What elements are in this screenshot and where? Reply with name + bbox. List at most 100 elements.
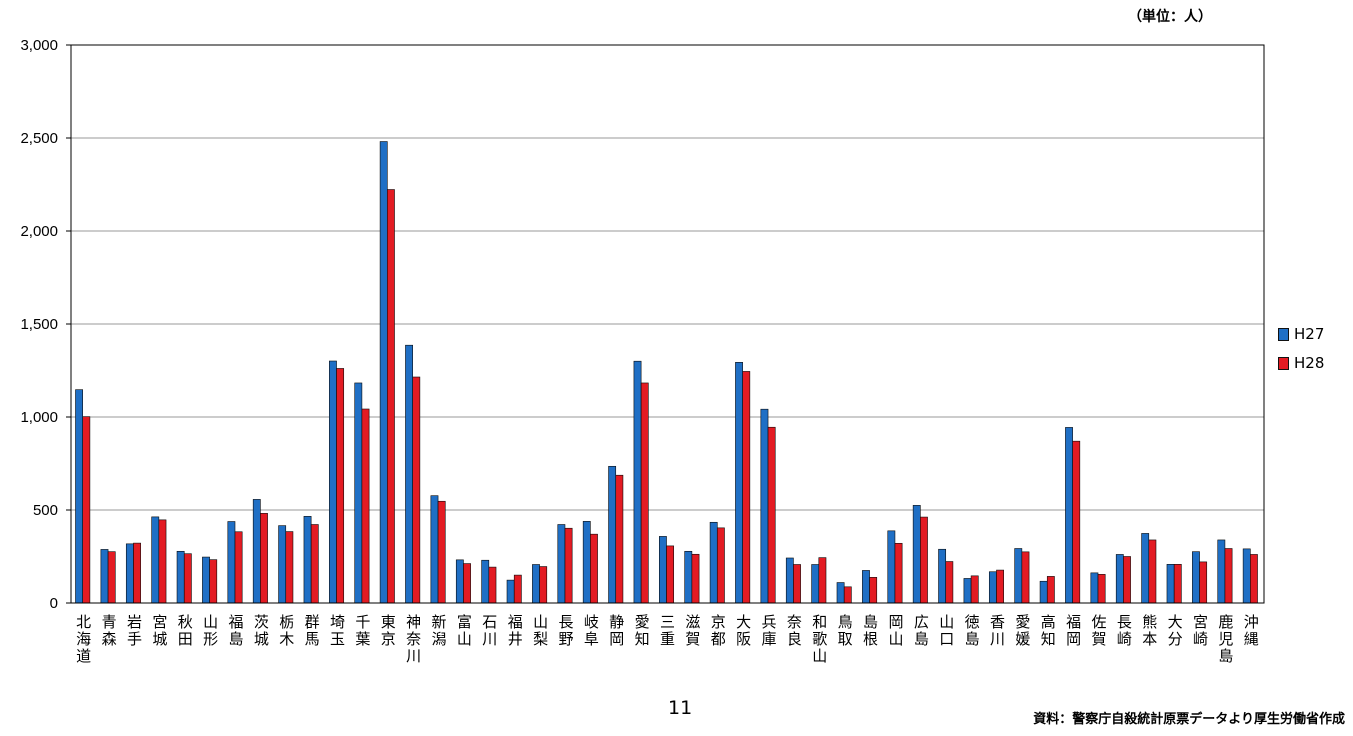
bar-h28 bbox=[970, 575, 979, 604]
bar-h28 bbox=[793, 564, 801, 604]
bar-h28 bbox=[1173, 564, 1182, 604]
x-tick-label: 長野 bbox=[558, 613, 573, 648]
x-tick-label: 沖縄 bbox=[1244, 613, 1259, 648]
bar-h27 bbox=[100, 549, 109, 604]
x-tick-label: 大分 bbox=[1168, 613, 1183, 648]
x-tick-labels: 北海道青森岩手宮城秋田山形福島茨城栃木群馬埼玉千葉東京神奈川新潟富山石川福井山梨… bbox=[76, 613, 1259, 665]
bar-h27 bbox=[1090, 572, 1099, 604]
x-tick-label: 福島 bbox=[228, 613, 243, 648]
x-tick-label: 鳥取 bbox=[838, 613, 853, 648]
bar-h28 bbox=[412, 376, 421, 604]
legend-swatch-h28 bbox=[1278, 356, 1289, 370]
bar-h27 bbox=[988, 571, 997, 604]
x-tick-label: 京都 bbox=[711, 613, 726, 648]
x-tick-label: 愛知 bbox=[635, 613, 650, 648]
x-tick-label: 静岡 bbox=[609, 613, 624, 648]
bar-h28 bbox=[209, 559, 218, 604]
bar-h28 bbox=[767, 426, 776, 604]
bar-h28 bbox=[1250, 554, 1258, 604]
bar-h27 bbox=[1242, 548, 1251, 604]
bar-h27 bbox=[887, 530, 896, 604]
x-tick-label: 岡山 bbox=[888, 613, 903, 648]
x-tick-label: 神奈川 bbox=[406, 613, 421, 665]
x-tick-label: 山形 bbox=[203, 613, 218, 648]
bar-h28 bbox=[310, 524, 319, 604]
bar-h28 bbox=[1046, 576, 1055, 604]
bar-h27 bbox=[176, 550, 185, 604]
x-tick-label: 福井 bbox=[508, 613, 523, 648]
bar-h28 bbox=[234, 531, 243, 604]
bar-h27 bbox=[227, 521, 236, 604]
x-tick-label: 秋田 bbox=[178, 613, 193, 648]
bars bbox=[75, 141, 1258, 604]
x-tick-label: 高知 bbox=[1041, 613, 1056, 648]
bar-h27 bbox=[252, 499, 261, 604]
x-tick-label: 北海道 bbox=[76, 613, 91, 665]
legend: H27 H28 bbox=[1278, 323, 1324, 381]
bar-h28 bbox=[336, 368, 345, 604]
bar-h28 bbox=[386, 189, 395, 604]
bar-h27 bbox=[1192, 551, 1200, 604]
legend-label-h28: H28 bbox=[1294, 354, 1325, 372]
x-tick-label: 島根 bbox=[863, 613, 878, 648]
x-tick-label: 兵庫 bbox=[762, 613, 777, 648]
bar-h28 bbox=[615, 474, 624, 604]
bar-h27 bbox=[963, 578, 972, 604]
x-tick-label: 福岡 bbox=[1066, 613, 1081, 648]
bar-h28 bbox=[82, 416, 91, 604]
bar-h28 bbox=[894, 542, 903, 604]
y-tick-label: 1,000 bbox=[20, 409, 58, 426]
legend-item-h27: H27 bbox=[1278, 323, 1324, 345]
x-tick-label: 青森 bbox=[102, 613, 117, 648]
y-tick-label: 3,000 bbox=[20, 37, 58, 54]
bar-h28 bbox=[945, 561, 954, 604]
bar-h28 bbox=[666, 545, 675, 604]
bar-h27 bbox=[125, 543, 134, 604]
x-tick-label: 栃木 bbox=[279, 613, 294, 648]
bar-h28 bbox=[590, 533, 598, 604]
bar-h28 bbox=[920, 516, 928, 604]
bar-h28 bbox=[539, 566, 548, 604]
bar-h27 bbox=[633, 360, 642, 604]
page-number: 11 bbox=[668, 697, 693, 719]
bar-h28 bbox=[691, 553, 700, 604]
x-tick-label: 熊本 bbox=[1142, 613, 1157, 648]
x-tick-label: 茨城 bbox=[254, 613, 269, 648]
bar-h28 bbox=[1199, 561, 1208, 604]
bar-h28 bbox=[1097, 574, 1106, 604]
bar-h27 bbox=[75, 389, 83, 604]
bar-h27 bbox=[811, 564, 820, 604]
bar-h27 bbox=[202, 556, 210, 604]
y-tick-label: 500 bbox=[33, 502, 58, 519]
x-tick-label: 香川 bbox=[990, 613, 1005, 648]
x-tick-label: 宮城 bbox=[152, 613, 167, 648]
bar-h27 bbox=[303, 516, 312, 604]
y-tick-labels: 0 500 1,000 1,500 2,000 2,500 3,000 bbox=[20, 37, 58, 612]
bar-h28 bbox=[183, 553, 192, 604]
bar-h27 bbox=[608, 465, 617, 604]
bar-h27 bbox=[760, 408, 769, 604]
x-tick-label: 岐阜 bbox=[584, 613, 599, 648]
bar-h28 bbox=[437, 500, 446, 604]
x-tick-label: 愛媛 bbox=[1015, 613, 1030, 648]
bar-h27 bbox=[379, 141, 388, 604]
x-tick-label: 新潟 bbox=[432, 613, 447, 648]
y-tick-label: 1,500 bbox=[20, 316, 58, 333]
legend-label-h27: H27 bbox=[1294, 325, 1325, 343]
bar-h27 bbox=[1065, 427, 1073, 604]
bar-h27 bbox=[455, 559, 464, 604]
x-tick-label: 岩手 bbox=[127, 613, 142, 648]
bar-h27 bbox=[938, 548, 947, 604]
bar-h27 bbox=[709, 521, 718, 604]
x-tick-label: 埼玉 bbox=[330, 613, 345, 648]
y-tick-label: 2,500 bbox=[20, 130, 58, 147]
x-tick-label: 滋賀 bbox=[685, 613, 700, 648]
bar-h28 bbox=[107, 551, 116, 604]
x-tick-label: 佐賀 bbox=[1092, 613, 1107, 648]
bar-h27 bbox=[912, 505, 921, 604]
bar-h28 bbox=[1148, 539, 1157, 604]
bar-h27 bbox=[785, 557, 794, 604]
bar-h28 bbox=[463, 563, 471, 604]
bar-h27 bbox=[1014, 548, 1023, 604]
